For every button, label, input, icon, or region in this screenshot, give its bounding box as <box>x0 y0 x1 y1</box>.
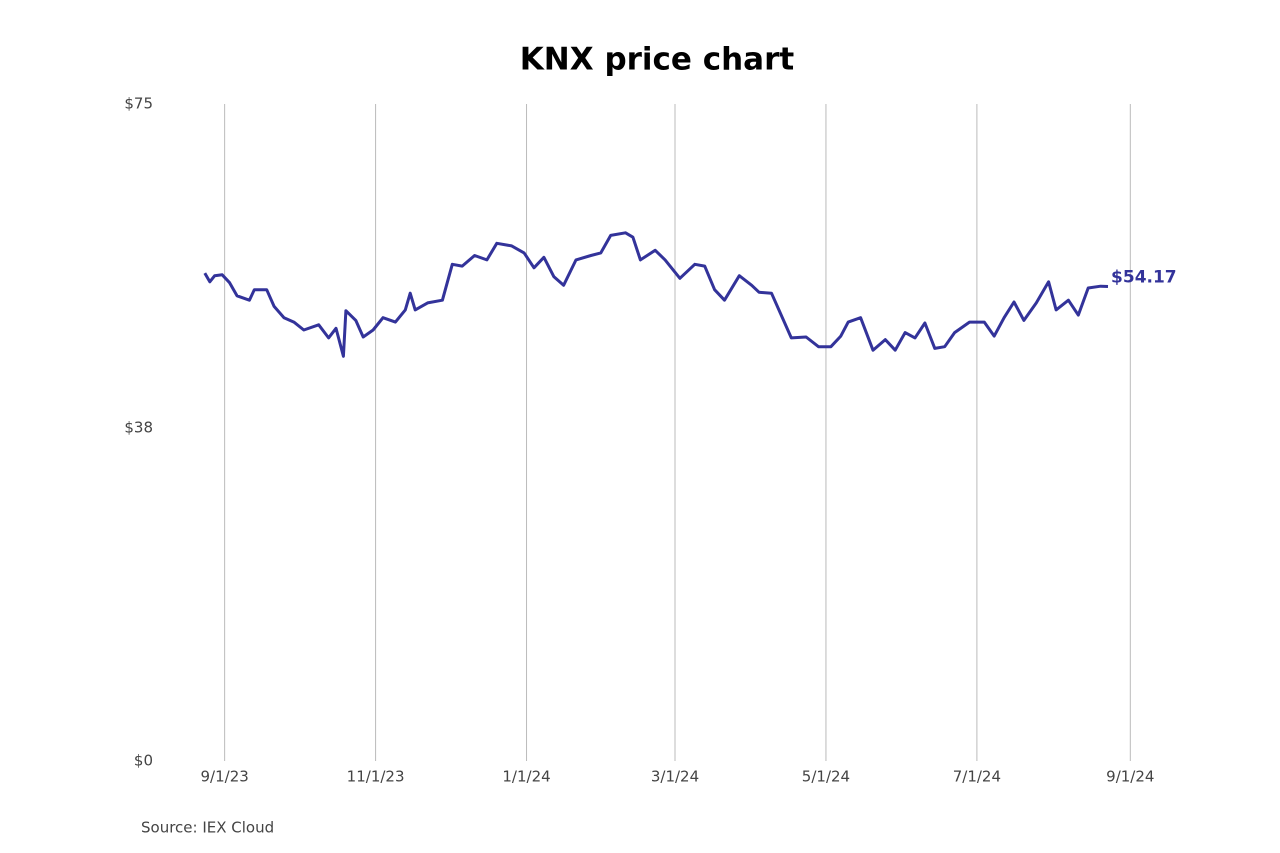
y-tick-label: $0 <box>134 752 153 770</box>
end-label: $54.17 <box>1111 267 1177 287</box>
y-tick-label: $38 <box>124 419 153 437</box>
y-tick-label: $75 <box>124 95 153 113</box>
x-tick-label: 11/1/23 <box>347 768 405 786</box>
source: Source: IEX Cloud <box>141 819 274 837</box>
chart-title: KNX price chart <box>520 42 795 78</box>
x-tick-label: 5/1/24 <box>802 768 850 786</box>
x-tick-label: 7/1/24 <box>953 768 1001 786</box>
price-line <box>203 231 1109 358</box>
x-tick-label: 3/1/24 <box>651 768 699 786</box>
x-tick-label: 9/1/23 <box>201 768 249 786</box>
x-tick-label: 1/1/24 <box>502 768 550 786</box>
x-tick-label: 9/1/24 <box>1106 768 1154 786</box>
